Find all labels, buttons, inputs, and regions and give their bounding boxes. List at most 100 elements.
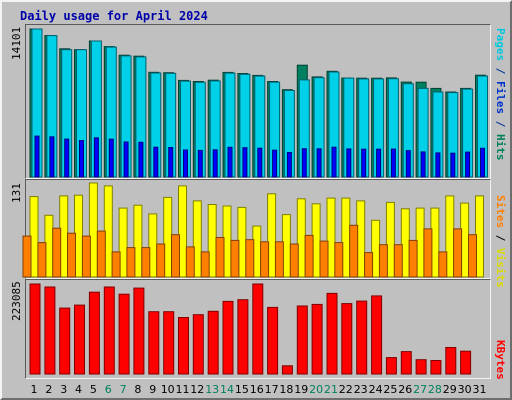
hits-pages-bar-1 [34, 135, 40, 178]
visits-sites-bar-15 [230, 239, 240, 278]
hits-pages-bar-7 [123, 141, 129, 178]
x-tick-label-13: 13 [205, 383, 219, 396]
kbytes-kbytes-bar-11 [178, 317, 189, 375]
visits-sites-bar-13 [200, 251, 210, 278]
hits-pages-bar-18 [286, 152, 292, 178]
visits-panel [25, 179, 491, 279]
hits-pages-bar-31 [480, 147, 485, 178]
hits-pages-bar-28 [435, 152, 441, 178]
x-tick-label-9: 9 [149, 383, 156, 396]
x-tick-label-22: 22 [339, 383, 353, 396]
visits-visits-bar-5 [88, 182, 98, 278]
kbytes-kbytes-bar-2 [44, 286, 56, 375]
visits-sites-bar-18 [274, 241, 284, 278]
kbytes-kbytes-bar-10 [163, 311, 175, 375]
hits-pages-bar-17 [272, 149, 278, 178]
x-tick-label-8: 8 [134, 383, 141, 396]
kbytes-kbytes-bar-27 [415, 359, 427, 375]
hits-pages-bar-25 [390, 148, 396, 178]
visits-sites-bar-2 [37, 242, 47, 278]
x-tick-label-16: 16 [250, 383, 264, 396]
visits-visits-bar-8 [133, 204, 143, 278]
hits-pages-bar-19 [301, 148, 307, 178]
x-tick-label-15: 15 [235, 383, 249, 396]
visits-visits-bar-17 [267, 193, 277, 278]
visits-sites-bar-7 [111, 251, 121, 278]
kbytes-kbytes-bar-23 [356, 300, 368, 375]
x-tick-label-1: 1 [31, 383, 38, 396]
hits-pages-bar-13 [212, 149, 218, 178]
x-tick-label-2: 2 [45, 383, 52, 396]
kbytes-kbytes-bar-18 [281, 365, 293, 375]
x-tick-label-18: 18 [279, 383, 293, 396]
kbytes-panel [25, 279, 491, 379]
hits-pages-bar-27 [420, 151, 426, 178]
chart-title: Daily usage for April 2024 [20, 9, 208, 23]
hits-pages-bar-12 [197, 149, 203, 178]
x-tick-label-10: 10 [161, 383, 175, 396]
visits-sites-bar-4 [67, 232, 76, 278]
hits-pages-bar-14 [227, 146, 233, 178]
kbytes-kbytes-bar-24 [371, 295, 383, 375]
x-tick-label-5: 5 [90, 383, 97, 396]
x-tick-label-14: 14 [220, 383, 234, 396]
x-tick-label-23: 23 [354, 383, 368, 396]
visits-sites-bar-17 [260, 241, 270, 278]
kbytes-kbytes-bar-12 [192, 314, 204, 375]
x-tick-label-29: 29 [443, 383, 457, 396]
visits-visits-bar-21 [326, 197, 336, 278]
kbytes-kbytes-bar-26 [400, 351, 412, 375]
kbytes-kbytes-bar-3 [59, 307, 71, 375]
visits-sites-bar-10 [156, 243, 166, 278]
x-tick-label-12: 12 [190, 383, 204, 396]
visits-sites-bar-31 [468, 234, 477, 278]
visits-sites-bar-5 [81, 235, 91, 278]
visits-visits-bar-12 [192, 200, 202, 278]
kbytes-kbytes-bar-16 [252, 283, 264, 375]
hits-pages-bar-30 [465, 151, 471, 178]
kbytes-kbytes-bar-19 [296, 305, 308, 375]
visits-sites-bar-11 [171, 234, 180, 278]
kbytes-kbytes-bar-17 [267, 306, 279, 375]
hits-pages-bar-15 [242, 147, 248, 178]
x-tick-label-7: 7 [120, 383, 127, 396]
kbytes-kbytes-bar-30 [460, 350, 472, 375]
visits-sites-bar-30 [453, 228, 463, 278]
hits-pages-bar-23 [361, 148, 367, 178]
visits-sites-bar-14 [215, 237, 225, 278]
visits-sites-bar-26 [393, 244, 403, 278]
hits-pages-bar-29 [450, 152, 456, 178]
kbytes-kbytes-bar-20 [311, 303, 323, 375]
hits-pages-bar-3 [64, 138, 70, 178]
x-tick-label-4: 4 [75, 383, 82, 396]
hits-pages-bar-11 [183, 149, 188, 178]
visits-visits-bar-11 [178, 185, 187, 278]
hits-pages-bar-4 [79, 140, 84, 178]
hits-pages-bar-21 [331, 146, 337, 178]
visits-sites-bar-19 [289, 243, 299, 278]
visits-sites-bar-21 [319, 240, 329, 278]
kbytes-kbytes-bar-25 [385, 357, 397, 375]
x-tick-label-20: 20 [309, 383, 323, 396]
hits-pages-bar-22 [346, 148, 352, 178]
kbytes-kbytes-bar-13 [207, 310, 219, 375]
kbytes-kbytes-bar-14 [222, 300, 234, 375]
kbytes-kbytes-bar-21 [326, 292, 338, 375]
hits-pages-bar-10 [168, 147, 174, 178]
visits-sites-bar-12 [185, 246, 195, 278]
visits-sites-bar-9 [141, 247, 151, 278]
kbytes-kbytes-bar-6 [103, 286, 115, 375]
hits-pages-bar-8 [138, 141, 144, 178]
x-tick-label-17: 17 [265, 383, 279, 396]
hits-pages-bar-9 [153, 146, 159, 178]
kbytes-kbytes-bar-5 [88, 291, 100, 375]
visits-sites-bar-29 [438, 251, 448, 278]
kbytes-kbytes-bar-1 [29, 283, 41, 375]
kbytes-kbytes-bar-4 [74, 304, 85, 375]
visits-sites-bar-8 [126, 247, 136, 278]
x-tick-label-6: 6 [105, 383, 112, 396]
kbytes-kbytes-bar-8 [133, 287, 145, 375]
hits-pages-bar-20 [316, 148, 322, 178]
visits-sites-bar-16 [245, 239, 255, 278]
